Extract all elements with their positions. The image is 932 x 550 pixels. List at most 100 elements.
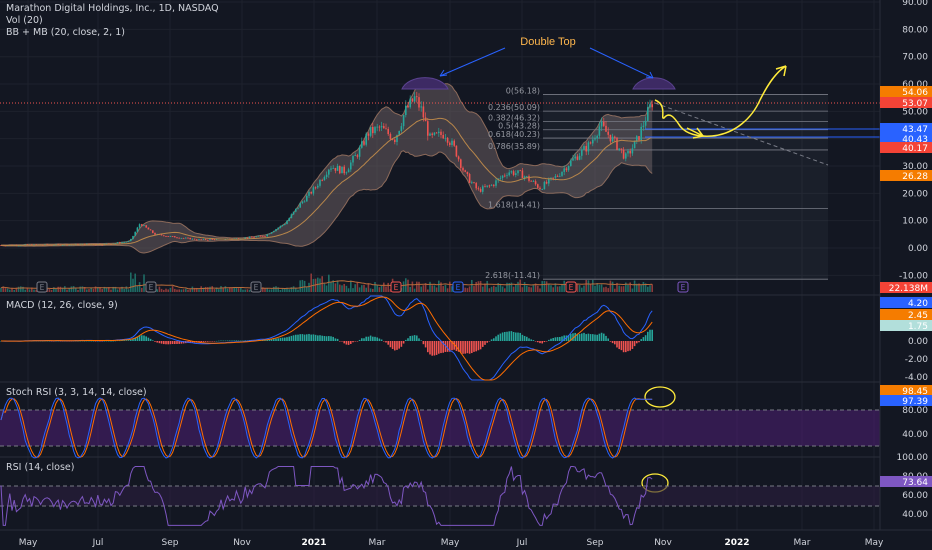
macd-histogram-bar <box>149 338 152 341</box>
macd-histogram-bar <box>567 334 570 341</box>
candle-body <box>178 237 180 239</box>
candle-body <box>446 137 449 143</box>
volume-bar <box>4 288 7 292</box>
candle-body <box>277 227 279 230</box>
macd-histogram-bar <box>479 341 482 350</box>
macd-histogram-bar <box>341 341 343 342</box>
macd-badge-label: 1.75 <box>908 322 928 332</box>
fib-level-label: 0.236(50.09) <box>488 103 540 112</box>
volume-bar <box>13 289 15 292</box>
volume-bar <box>343 283 345 292</box>
double-top-annotation[interactable]: Double Top <box>401 36 676 90</box>
macd-histogram-bar <box>191 341 194 343</box>
macd-histogram-bar <box>475 341 477 352</box>
candle-body <box>607 131 609 135</box>
fibonacci-extension[interactable]: 0(56.18) 0.236(50.09)0.382(46.32)0.5(43.2… <box>485 86 828 280</box>
volume-bar <box>363 284 365 292</box>
candle-body <box>618 148 620 150</box>
macd-histogram-bar <box>543 341 546 343</box>
volume-bar <box>332 280 334 292</box>
volume-bar <box>6 288 9 292</box>
candle-body <box>284 224 286 225</box>
fib-level-label: 1.618(14.41) <box>488 201 540 210</box>
trend-projection-line[interactable] <box>654 102 829 166</box>
bollinger-band-fill <box>1 83 653 253</box>
macd-histogram-bar <box>603 333 605 341</box>
macd-histogram-bar <box>583 332 585 341</box>
candle-body <box>317 185 319 188</box>
candle-body <box>636 136 638 141</box>
volume-bar <box>438 280 440 292</box>
volume-bar <box>160 288 163 292</box>
volume-bar <box>68 288 70 292</box>
volume-bar <box>556 286 559 292</box>
macd-histogram-bar <box>413 335 416 341</box>
macd-histogram-bar <box>449 341 451 352</box>
macd-histogram-bar <box>530 339 532 341</box>
volume-bar <box>301 279 304 292</box>
volume-bar <box>17 286 20 292</box>
macd-histogram-bar <box>59 341 62 342</box>
candle-body <box>545 182 548 184</box>
macd-histogram-bar <box>132 339 134 341</box>
volume-bar <box>477 281 480 292</box>
volume-bar <box>286 287 288 292</box>
candle-body <box>288 218 290 221</box>
candle-body <box>504 175 506 177</box>
rsi-line <box>0 466 653 526</box>
volume-bar <box>638 283 640 292</box>
projection-arrow-head <box>775 65 787 77</box>
candle-body <box>455 145 458 157</box>
price-badge <box>880 170 932 181</box>
volume-bar <box>339 284 341 292</box>
volume-bar <box>466 288 469 292</box>
candle-body <box>369 127 372 136</box>
volume-bar <box>510 282 513 292</box>
bollinger-upper-band <box>0 82 653 246</box>
macd-histogram-bar <box>356 341 359 342</box>
candle-body <box>416 96 418 98</box>
candle-body <box>570 160 572 167</box>
candle-body <box>138 224 141 228</box>
arrow-head-right <box>645 71 654 79</box>
candle-body <box>647 107 649 121</box>
macd-histogram <box>0 329 653 356</box>
macd-histogram-bar <box>642 337 645 341</box>
volume-bar <box>116 289 119 292</box>
volume-bar <box>77 289 79 292</box>
macd-histogram-bar <box>484 341 486 345</box>
macd-histogram-bar <box>182 341 185 344</box>
volume-bar <box>585 279 587 292</box>
volume-bar <box>270 289 273 292</box>
earnings-marker <box>452 281 464 293</box>
candle-body <box>257 235 260 237</box>
volume-bar <box>86 289 88 292</box>
fib-level-label: 0.5(43.28) <box>498 122 540 131</box>
volume-bar <box>622 286 625 292</box>
price-badge-label: 40.17 <box>902 144 928 154</box>
macd-histogram-bar <box>189 341 191 343</box>
volume-bar <box>365 287 367 292</box>
bb-legend: BB + MB (20, close, 2, 1) <box>6 27 125 38</box>
volume-bar <box>163 289 165 292</box>
candle-body <box>391 139 394 140</box>
candle-body <box>358 147 361 157</box>
volume-ma-line <box>0 280 653 290</box>
candle-body <box>356 155 359 157</box>
time-axis[interactable] <box>0 530 932 550</box>
candle-body <box>435 132 438 134</box>
candle-body <box>295 208 297 212</box>
volume-bar <box>336 280 339 292</box>
candle-body <box>578 155 581 160</box>
macd-histogram-bar <box>211 341 213 342</box>
volume-bar <box>385 286 387 292</box>
volume-bar <box>358 287 361 292</box>
macd-histogram-bar <box>473 341 475 352</box>
volume-bar <box>220 286 222 292</box>
volume-bar <box>207 287 209 292</box>
candle-body <box>160 234 163 236</box>
candle-body <box>130 239 132 241</box>
candle-body <box>394 139 396 143</box>
